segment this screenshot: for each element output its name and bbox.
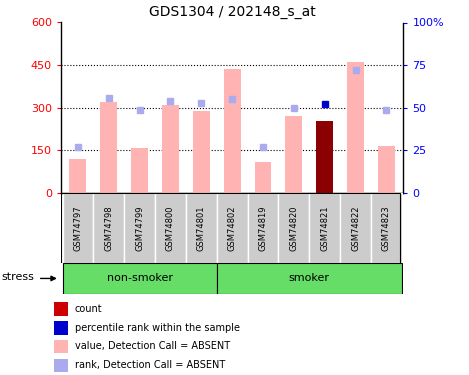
Text: GSM74800: GSM74800 [166, 205, 175, 251]
Text: GSM74821: GSM74821 [320, 205, 329, 251]
Bar [69, 159, 86, 193]
Bar [217, 262, 402, 294]
Text: stress: stress [2, 272, 35, 282]
Text: GSM74819: GSM74819 [258, 205, 267, 251]
Bar [162, 105, 179, 193]
Text: count: count [75, 304, 102, 314]
Bar [186, 193, 217, 262]
Bar [100, 102, 117, 193]
Bar [255, 162, 272, 193]
Text: GSM74801: GSM74801 [197, 205, 206, 251]
Bar [248, 193, 279, 262]
Text: GSM74823: GSM74823 [382, 205, 391, 251]
Bar [54, 302, 68, 316]
Bar [371, 193, 402, 262]
Bar [62, 262, 217, 294]
Text: GSM74799: GSM74799 [135, 205, 144, 251]
Bar [347, 62, 364, 193]
Bar [217, 193, 248, 262]
Title: GDS1304 / 202148_s_at: GDS1304 / 202148_s_at [149, 5, 316, 19]
Bar [316, 121, 333, 193]
Bar [285, 116, 303, 193]
Bar [93, 193, 124, 262]
Bar [309, 193, 340, 262]
Bar [279, 193, 309, 262]
Bar [124, 193, 155, 262]
Bar [54, 321, 68, 334]
Text: percentile rank within the sample: percentile rank within the sample [75, 323, 240, 333]
Bar [224, 69, 241, 193]
Text: non-smoker: non-smoker [106, 273, 173, 284]
Text: GSM74822: GSM74822 [351, 205, 360, 251]
Bar [54, 358, 68, 372]
Bar [62, 193, 93, 262]
Bar [54, 340, 68, 353]
Bar [193, 111, 210, 193]
Bar [155, 193, 186, 262]
Text: GSM74820: GSM74820 [289, 205, 298, 251]
Text: GSM74798: GSM74798 [104, 205, 113, 251]
Text: value, Detection Call = ABSENT: value, Detection Call = ABSENT [75, 342, 230, 351]
Text: GSM74797: GSM74797 [74, 205, 83, 251]
Text: GSM74802: GSM74802 [227, 205, 237, 251]
Bar [131, 148, 148, 193]
Bar [378, 146, 395, 193]
Bar [340, 193, 371, 262]
Text: smoker: smoker [289, 273, 330, 284]
Text: rank, Detection Call = ABSENT: rank, Detection Call = ABSENT [75, 360, 225, 370]
